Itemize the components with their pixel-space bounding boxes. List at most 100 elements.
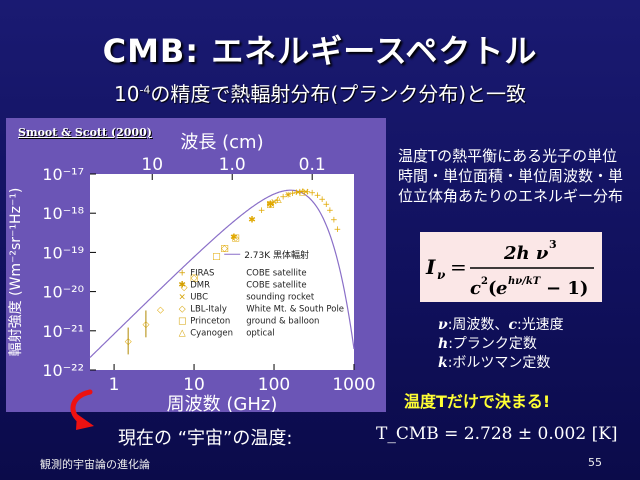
- legend-note: COBE satellite: [246, 268, 306, 278]
- data-point: +: [330, 215, 338, 225]
- data-point: □: [231, 233, 240, 243]
- emphasis-text: 温度Tだけで決まる!: [404, 392, 551, 411]
- page-number: 55: [588, 456, 602, 469]
- data-point: +: [303, 187, 311, 197]
- curve-label: 2.73K 黒体輻射: [244, 249, 309, 261]
- legend-name: DMR: [190, 280, 210, 290]
- x-tick-label: 1000: [332, 375, 375, 395]
- planck-formula: I ν = 2h ν 3 c 2 ( e hν/kT − 1): [420, 232, 602, 302]
- y-tick-label: 10⁻²¹: [42, 322, 84, 341]
- data-point: +: [334, 225, 342, 235]
- data-point: ◇: [267, 200, 274, 210]
- temperature-label: 現在の “宇宙”の温度:: [118, 428, 293, 449]
- svg-text:c: c: [470, 278, 481, 299]
- legend-note: ground & balloon: [246, 316, 319, 326]
- data-point: +: [267, 200, 275, 210]
- data-point: +: [299, 187, 307, 197]
- y-tick-label: 10⁻¹⁷: [42, 165, 84, 184]
- data-point: □: [266, 200, 275, 210]
- symbol-k-text: :ボルツマン定数: [447, 355, 551, 371]
- temperature-formula: T_CMB = 2.728 ± 0.002 [K]: [376, 424, 618, 444]
- legend-marker: ×: [178, 292, 186, 302]
- data-point: ×: [294, 188, 302, 198]
- y-tick-label: 10⁻²²: [42, 361, 84, 380]
- x-tick-label: 10: [183, 375, 205, 395]
- data-point: +: [314, 191, 322, 201]
- svg-text:− 1): − 1): [546, 278, 588, 299]
- data-point: ◇: [157, 305, 164, 315]
- data-point: +: [279, 192, 287, 202]
- data-point: ✱: [230, 233, 238, 243]
- data-point: +: [326, 206, 334, 216]
- data-point: △: [299, 187, 306, 197]
- plot-area: [90, 174, 354, 370]
- data-point: +: [293, 188, 301, 198]
- footer-title: 観測的宇宙論の進化論: [40, 458, 150, 471]
- legend-marker: ◇: [179, 304, 186, 314]
- legend-marker: △: [179, 328, 186, 338]
- data-point: +: [322, 200, 330, 210]
- legend-note: COBE satellite: [246, 280, 306, 290]
- variable-legend: ν:周波数、c:光速度 h:プランク定数 k:ボルツマン定数: [438, 316, 564, 373]
- data-point: ◇: [181, 283, 188, 293]
- legend-name: LBL-Italy: [190, 304, 227, 314]
- svg-text:=: =: [450, 255, 467, 279]
- x2-tick-label: 1.0: [219, 155, 246, 175]
- subtitle-text: の精度で熱輻射分布(プランク分布)と一致: [150, 82, 527, 106]
- data-point: ◇: [232, 233, 239, 243]
- legend-name: Princeton: [190, 316, 230, 326]
- svg-text:e: e: [496, 278, 507, 299]
- legend-marker: +: [178, 268, 186, 278]
- data-point: +: [274, 196, 282, 206]
- legend-note: White Mt. & South Pole: [246, 304, 344, 314]
- data-point: ×: [270, 197, 278, 207]
- x-axis-label: 周波数 (GHz): [167, 394, 278, 412]
- y-tick-label: 10⁻²⁰: [42, 283, 84, 302]
- svg-text:3: 3: [549, 238, 557, 251]
- variable-line-1: ν:周波数、c:光速度: [438, 316, 564, 335]
- x2-tick-label: 10: [141, 155, 163, 175]
- svg-text:ν: ν: [437, 268, 446, 282]
- subtitle-base: 10: [113, 82, 140, 106]
- symbol-h: h: [438, 336, 449, 352]
- legend-note: optical: [246, 328, 275, 338]
- data-point: ✱: [267, 200, 275, 210]
- data-point: ✱: [248, 215, 256, 225]
- data-point: +: [308, 188, 316, 198]
- variable-line-2: h:プランク定数: [438, 335, 564, 354]
- symbol-nu-text: :周波数、: [447, 317, 509, 333]
- legend-name: FIRAS: [190, 268, 214, 278]
- citation: Smoot & Scott (2000): [18, 126, 152, 139]
- svg-text:hν/kT: hν/kT: [508, 276, 542, 287]
- variable-line-3: k:ボルツマン定数: [438, 354, 564, 373]
- data-point: +: [318, 195, 326, 205]
- data-point: ×: [284, 190, 292, 200]
- symbol-k: k: [438, 355, 448, 371]
- x2-axis-label: 波長 (cm): [180, 132, 263, 153]
- symbol-nu: ν: [438, 317, 448, 333]
- curved-arrow-icon: [70, 389, 94, 430]
- subtitle-exponent: -4: [139, 83, 151, 97]
- data-point: □: [212, 252, 221, 262]
- x-tick-label: 100: [258, 375, 290, 395]
- svg-text:2: 2: [481, 276, 488, 287]
- svg-text:(: (: [488, 278, 497, 299]
- chart-svg: 1 10 100 1000 10 1.0 0.1 10⁻²² 10⁻²¹ 10⁻²⁰ 10⁻¹⁹ 10…: [8, 132, 376, 415]
- legend-marker: ✱: [178, 280, 186, 290]
- data-point: +: [296, 187, 304, 197]
- planck-description: 温度Tの熱平衡にある光子の単位時間・単位面積・単位周波数・単位立体角あたりのエネ…: [398, 147, 624, 205]
- data-point: □: [220, 244, 229, 254]
- slide-title: CMB: エネルギースペクトル: [102, 32, 538, 70]
- symbol-c-text: :光速度: [516, 317, 564, 333]
- data-point: ◇: [221, 244, 228, 254]
- planck-formula-svg: I ν = 2h ν 3 c 2 ( e hν/kT − 1): [425, 238, 594, 299]
- cmb-spectrum-chart: 1 10 100 1000 10 1.0 0.1 10⁻²² 10⁻²¹ 10⁻²⁰ 10⁻¹⁹ 10…: [6, 118, 386, 415]
- svg-text:I: I: [425, 255, 436, 279]
- data-point: +: [258, 206, 266, 216]
- x2-tick-label: 0.1: [299, 155, 326, 175]
- slide-subtitle: 10-4の精度で熱輻射分布(プランク分布)と一致: [0, 78, 640, 107]
- legend-name: UBC: [190, 292, 208, 302]
- symbol-c: c: [508, 317, 517, 333]
- y-tick-label: 10⁻¹⁸: [42, 204, 84, 223]
- blackbody-curve: [89, 189, 355, 358]
